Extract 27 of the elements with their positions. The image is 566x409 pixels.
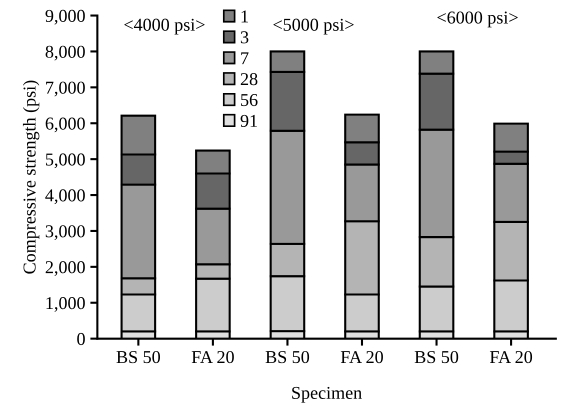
legend-label: 3 <box>240 31 248 44</box>
y-axis-title: Compressive strength (psi) <box>22 80 40 274</box>
x-tick-label: BS 50 <box>116 350 160 364</box>
annotation: <5000 psi> <box>273 18 354 34</box>
x-tick-label: BS 50 <box>266 350 310 364</box>
y-tick-label: 6,000 <box>46 118 85 132</box>
legend-label: 28 <box>240 73 258 86</box>
legend-label: 56 <box>241 94 258 106</box>
x-axis-title: Specimen <box>292 386 362 403</box>
annotation: <6000 psi> <box>437 11 518 28</box>
y-tick-label: 2,000 <box>46 261 85 276</box>
y-tick-label: 5,000 <box>46 153 85 168</box>
x-tick-label: FA 20 <box>340 350 383 364</box>
legend-label: 7 <box>241 52 249 64</box>
legend-label: 1 <box>242 10 248 22</box>
y-tick-label: 7,000 <box>46 82 85 96</box>
y-tick-label: 0 <box>77 332 85 346</box>
y-tick-label: 8,000 <box>46 46 85 60</box>
legend-label: 91 <box>240 114 257 127</box>
y-tick-label: 4,000 <box>45 189 85 204</box>
annotation: <4000 psi> <box>124 18 205 34</box>
y-tick-label: 1,000 <box>46 297 85 312</box>
x-tick-label: BS 50 <box>414 350 458 364</box>
x-tick-label: FA 20 <box>490 350 532 364</box>
x-tick-label: FA 20 <box>192 350 234 364</box>
y-tick-label: 9,000 <box>46 10 85 25</box>
y-tick-label: 3,000 <box>46 225 85 240</box>
